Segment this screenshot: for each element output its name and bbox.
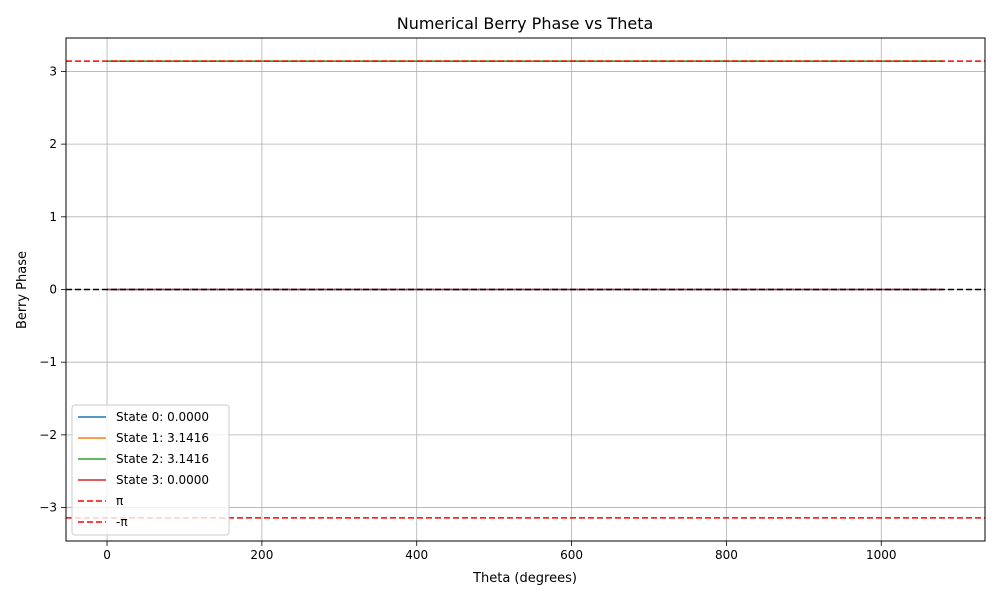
legend-label: State 2: 3.1416 bbox=[116, 452, 209, 466]
y-tick-label: 0 bbox=[49, 283, 57, 297]
x-tick-label: 0 bbox=[103, 548, 111, 562]
y-tick-label: 3 bbox=[49, 64, 57, 78]
y-tick-label: 2 bbox=[49, 137, 57, 151]
y-tick-label: 1 bbox=[49, 210, 57, 224]
y-tick-label: −3 bbox=[39, 501, 57, 515]
y-axis-ticks: −3 −2 −1 0 1 2 3 bbox=[39, 64, 66, 515]
x-tick-label: 200 bbox=[250, 548, 273, 562]
x-axis-label: Theta (degrees) bbox=[472, 571, 577, 586]
legend-label: π bbox=[116, 494, 123, 508]
legend-label: State 0: 0.0000 bbox=[116, 410, 209, 424]
legend-label: State 1: 3.1416 bbox=[116, 431, 209, 445]
legend-label: -π bbox=[116, 515, 128, 529]
x-tick-label: 400 bbox=[405, 548, 428, 562]
chart-title: Numerical Berry Phase vs Theta bbox=[397, 14, 654, 33]
legend-label: State 3: 0.0000 bbox=[116, 473, 209, 487]
x-axis-ticks: 0 200 400 600 800 1000 bbox=[103, 541, 897, 562]
legend: State 0: 0.0000 State 1: 3.1416 State 2: 3… bbox=[71, 404, 230, 536]
x-tick-label: 600 bbox=[560, 548, 583, 562]
y-tick-label: −1 bbox=[39, 355, 57, 369]
y-tick-label: −2 bbox=[39, 428, 57, 442]
plot-frame bbox=[65, 37, 986, 542]
legend-box bbox=[71, 404, 230, 536]
x-tick-label: 800 bbox=[715, 548, 738, 562]
x-tick-label: 1000 bbox=[866, 548, 897, 562]
y-axis-label: Berry Phase bbox=[15, 251, 30, 329]
